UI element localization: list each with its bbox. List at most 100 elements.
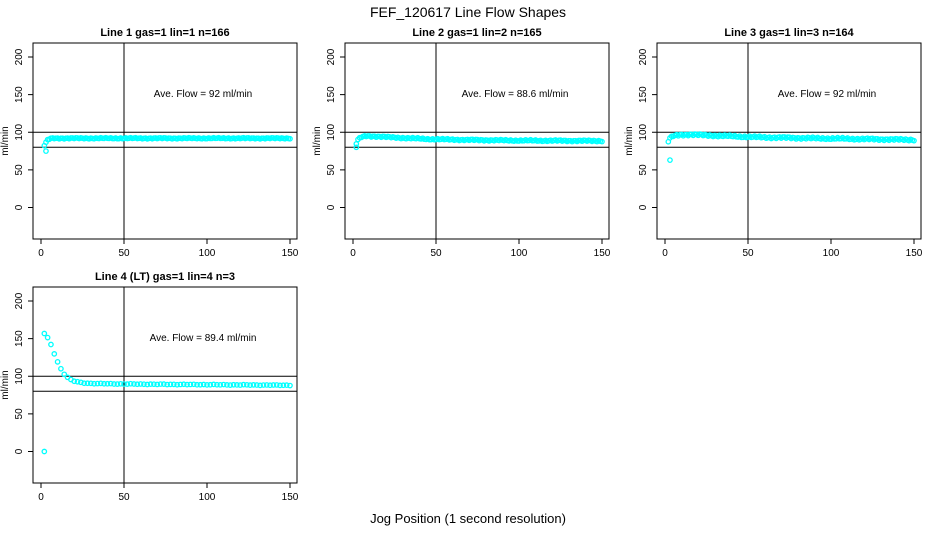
data-point bbox=[141, 381, 147, 388]
data-point bbox=[97, 380, 104, 387]
data-point bbox=[174, 381, 180, 388]
data-point bbox=[283, 382, 290, 389]
data-point bbox=[44, 334, 51, 341]
data-point bbox=[151, 381, 157, 388]
data-point bbox=[170, 381, 177, 388]
x-tick-label: 50 bbox=[118, 492, 130, 503]
x-tick-label: 100 bbox=[823, 248, 840, 259]
outlier-point bbox=[353, 144, 360, 151]
data-point bbox=[197, 381, 204, 388]
data-point bbox=[71, 378, 78, 385]
y-tick-label: 50 bbox=[14, 408, 25, 420]
x-tick-label: 100 bbox=[199, 492, 216, 503]
data-point bbox=[74, 378, 81, 385]
data-point bbox=[237, 382, 244, 388]
data-point bbox=[184, 381, 190, 388]
y-axis-label: ml/min bbox=[0, 126, 11, 155]
subplot-title: Line 2 gas=1 lin=2 n=165 bbox=[412, 27, 541, 39]
data-point bbox=[41, 330, 48, 337]
data-point bbox=[61, 371, 68, 378]
x-tick-label: 50 bbox=[430, 248, 442, 259]
ave-flow-annotation: Ave. Flow = 89.4 ml/min bbox=[150, 333, 257, 344]
plot-box bbox=[32, 42, 298, 240]
outlier-point bbox=[41, 448, 48, 455]
data-point bbox=[599, 138, 605, 145]
y-tick-label: 150 bbox=[14, 86, 25, 103]
subplot-title: Line 3 gas=1 lin=3 n=164 bbox=[724, 27, 854, 39]
data-point bbox=[107, 380, 114, 387]
subplot-3: 0 50 100 150 0 50 100 150 200 ml/min Line 3 gas=1 … bbox=[624, 27, 923, 259]
data-point bbox=[230, 381, 237, 388]
x-tick-label: 150 bbox=[282, 248, 299, 259]
x-tick-label: 0 bbox=[38, 248, 44, 259]
data-point bbox=[194, 381, 200, 388]
y-tick-label: 0 bbox=[14, 204, 25, 210]
data-point bbox=[234, 382, 240, 388]
data-points bbox=[353, 133, 605, 151]
y-tick-label: 0 bbox=[638, 204, 649, 210]
data-point bbox=[210, 381, 217, 388]
plot-box bbox=[656, 42, 922, 240]
data-point bbox=[121, 381, 127, 387]
data-point bbox=[154, 381, 161, 388]
data-point bbox=[217, 381, 224, 388]
data-point bbox=[54, 359, 61, 365]
data-point bbox=[220, 381, 227, 388]
data-point bbox=[287, 382, 293, 389]
y-tick-label: 200 bbox=[326, 48, 337, 65]
data-point bbox=[114, 381, 121, 387]
y-tick-label: 50 bbox=[638, 164, 649, 176]
data-point bbox=[111, 381, 117, 387]
x-tick-label: 100 bbox=[199, 248, 216, 259]
y-axis-label: ml/min bbox=[624, 126, 635, 155]
data-point bbox=[124, 381, 131, 387]
data-point bbox=[144, 381, 151, 388]
x-tick-label: 50 bbox=[742, 248, 754, 259]
data-point bbox=[270, 382, 277, 388]
data-point bbox=[247, 382, 254, 388]
y-tick-label: 0 bbox=[326, 204, 337, 210]
data-point bbox=[243, 381, 250, 388]
y-tick-label: 100 bbox=[14, 367, 25, 384]
data-point bbox=[187, 381, 194, 388]
data-point bbox=[87, 380, 94, 387]
data-point bbox=[137, 381, 144, 387]
ave-flow-annotation: Ave. Flow = 92 ml/min bbox=[778, 89, 876, 100]
data-point bbox=[204, 382, 210, 388]
plot-box bbox=[32, 286, 298, 484]
subplot-2: 0 50 100 150 0 50 100 150 200 ml/min Line 2 gas=1 … bbox=[312, 27, 611, 259]
data-point bbox=[147, 381, 154, 387]
x-tick-label: 50 bbox=[118, 248, 130, 259]
data-point bbox=[91, 380, 97, 387]
data-point bbox=[94, 380, 101, 387]
y-tick-label: 50 bbox=[14, 164, 25, 176]
subplot-4: 0 50 100 150 0 50 100 150 200 ml/min Line 4 (LT) g… bbox=[0, 271, 299, 503]
y-tick-label: 0 bbox=[14, 448, 25, 454]
x-axis-label: Jog Position (1 second resolution) bbox=[370, 511, 566, 526]
y-tick-label: 50 bbox=[326, 164, 337, 176]
subplot-1: 0 50 100 150 0 50 100 150 200 ml/min Line 1 gas=1 … bbox=[0, 27, 299, 259]
data-points bbox=[665, 131, 917, 163]
plot-box bbox=[344, 42, 610, 240]
x-tick-label: 0 bbox=[38, 492, 44, 503]
data-point bbox=[104, 380, 111, 387]
data-point bbox=[127, 380, 134, 387]
y-tick-label: 100 bbox=[326, 123, 337, 140]
data-point bbox=[280, 382, 287, 389]
data-point bbox=[273, 382, 280, 388]
data-point bbox=[250, 382, 257, 388]
data-point bbox=[51, 351, 58, 357]
y-tick-label: 150 bbox=[638, 86, 649, 103]
data-point bbox=[131, 381, 137, 387]
y-tick-label: 200 bbox=[14, 48, 25, 65]
data-point bbox=[214, 381, 220, 388]
y-axis-label: ml/min bbox=[312, 126, 323, 155]
data-point bbox=[240, 381, 247, 388]
data-point bbox=[257, 382, 263, 389]
data-point bbox=[224, 382, 230, 388]
y-tick-label: 200 bbox=[14, 292, 25, 309]
x-tick-label: 150 bbox=[282, 492, 299, 503]
y-tick-label: 150 bbox=[14, 330, 25, 347]
